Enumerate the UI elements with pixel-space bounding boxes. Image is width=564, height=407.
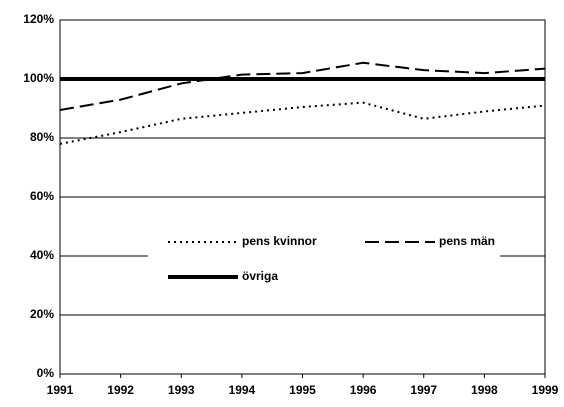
legend-label: pens män [439, 234, 495, 248]
x-tick-label: 1997 [410, 383, 437, 397]
x-tick-label: 1998 [471, 383, 498, 397]
y-tick-label: 40% [30, 248, 54, 262]
y-tick-label: 60% [30, 189, 54, 203]
series-line [59, 61, 546, 111]
y-tick-label: 20% [30, 307, 54, 321]
x-tick-label: 1993 [168, 383, 195, 397]
x-tick-label: 1994 [229, 383, 256, 397]
y-tick-label: 120% [23, 12, 54, 26]
x-tick-label: 1995 [289, 383, 316, 397]
y-tick-label: 100% [23, 71, 54, 85]
y-tick-label: 80% [30, 130, 54, 144]
x-tick-label: 1991 [47, 383, 74, 397]
x-tick-label: 1999 [532, 383, 559, 397]
x-tick-label: 1996 [350, 383, 377, 397]
legend-label: övriga [242, 269, 278, 283]
x-tick-label: 1992 [107, 383, 134, 397]
y-tick-label: 0% [37, 366, 55, 380]
series-line [59, 101, 546, 145]
legend-box [148, 226, 500, 292]
legend-label: pens kvinnor [242, 234, 317, 248]
